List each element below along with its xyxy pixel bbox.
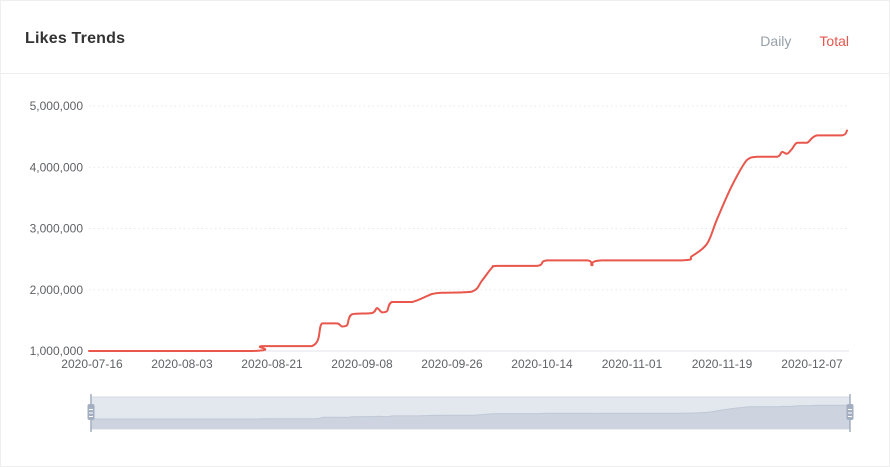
x-tick-label: 2020-11-19 xyxy=(692,357,753,371)
grip-icon xyxy=(87,404,95,420)
y-tick-label: 4,000,000 xyxy=(30,160,84,174)
slider-data-shadow-area xyxy=(91,405,850,429)
slider-data-shadow-line xyxy=(91,404,849,420)
x-tick-label: 2020-09-26 xyxy=(421,357,483,371)
data-zoom-slider[interactable] xyxy=(87,394,854,432)
page-title: Likes Trends xyxy=(25,30,126,47)
y-tick-label: 1,000,000 xyxy=(30,344,84,358)
y-tick-label: 2,000,000 xyxy=(30,283,84,297)
x-tick-label: 2020-09-08 xyxy=(331,357,393,371)
chart-mode-tabs: Daily Total xyxy=(760,33,849,49)
x-tick-label: 2020-12-07 xyxy=(781,357,843,371)
y-tick-label: 3,000,000 xyxy=(30,222,84,236)
x-axis-labels: 2020-07-16 2020-08-03 2020-08-21 2020-09-08… xyxy=(61,357,843,371)
x-tick-label: 2020-07-16 xyxy=(61,357,123,371)
grid-lines xyxy=(89,105,849,352)
y-tick-label: 5,000,000 xyxy=(30,99,84,113)
grip-icon xyxy=(846,404,854,420)
slider-handle-right[interactable] xyxy=(846,394,854,432)
x-tick-label: 2020-10-14 xyxy=(511,357,573,371)
x-tick-label: 2020-08-03 xyxy=(151,357,213,371)
slider-handle-left[interactable] xyxy=(87,394,95,432)
tab-daily[interactable]: Daily xyxy=(760,33,792,49)
tab-total[interactable]: Total xyxy=(819,33,849,49)
card-header: Likes Trends Daily Total xyxy=(1,1,889,74)
x-tick-label: 2020-11-01 xyxy=(602,357,663,371)
y-axis-labels: 1,000,000 2,000,000 3,000,000 4,000,000 5,00… xyxy=(30,99,84,358)
total-likes-line-series xyxy=(88,129,848,353)
x-tick-label: 2020-08-21 xyxy=(241,357,303,371)
